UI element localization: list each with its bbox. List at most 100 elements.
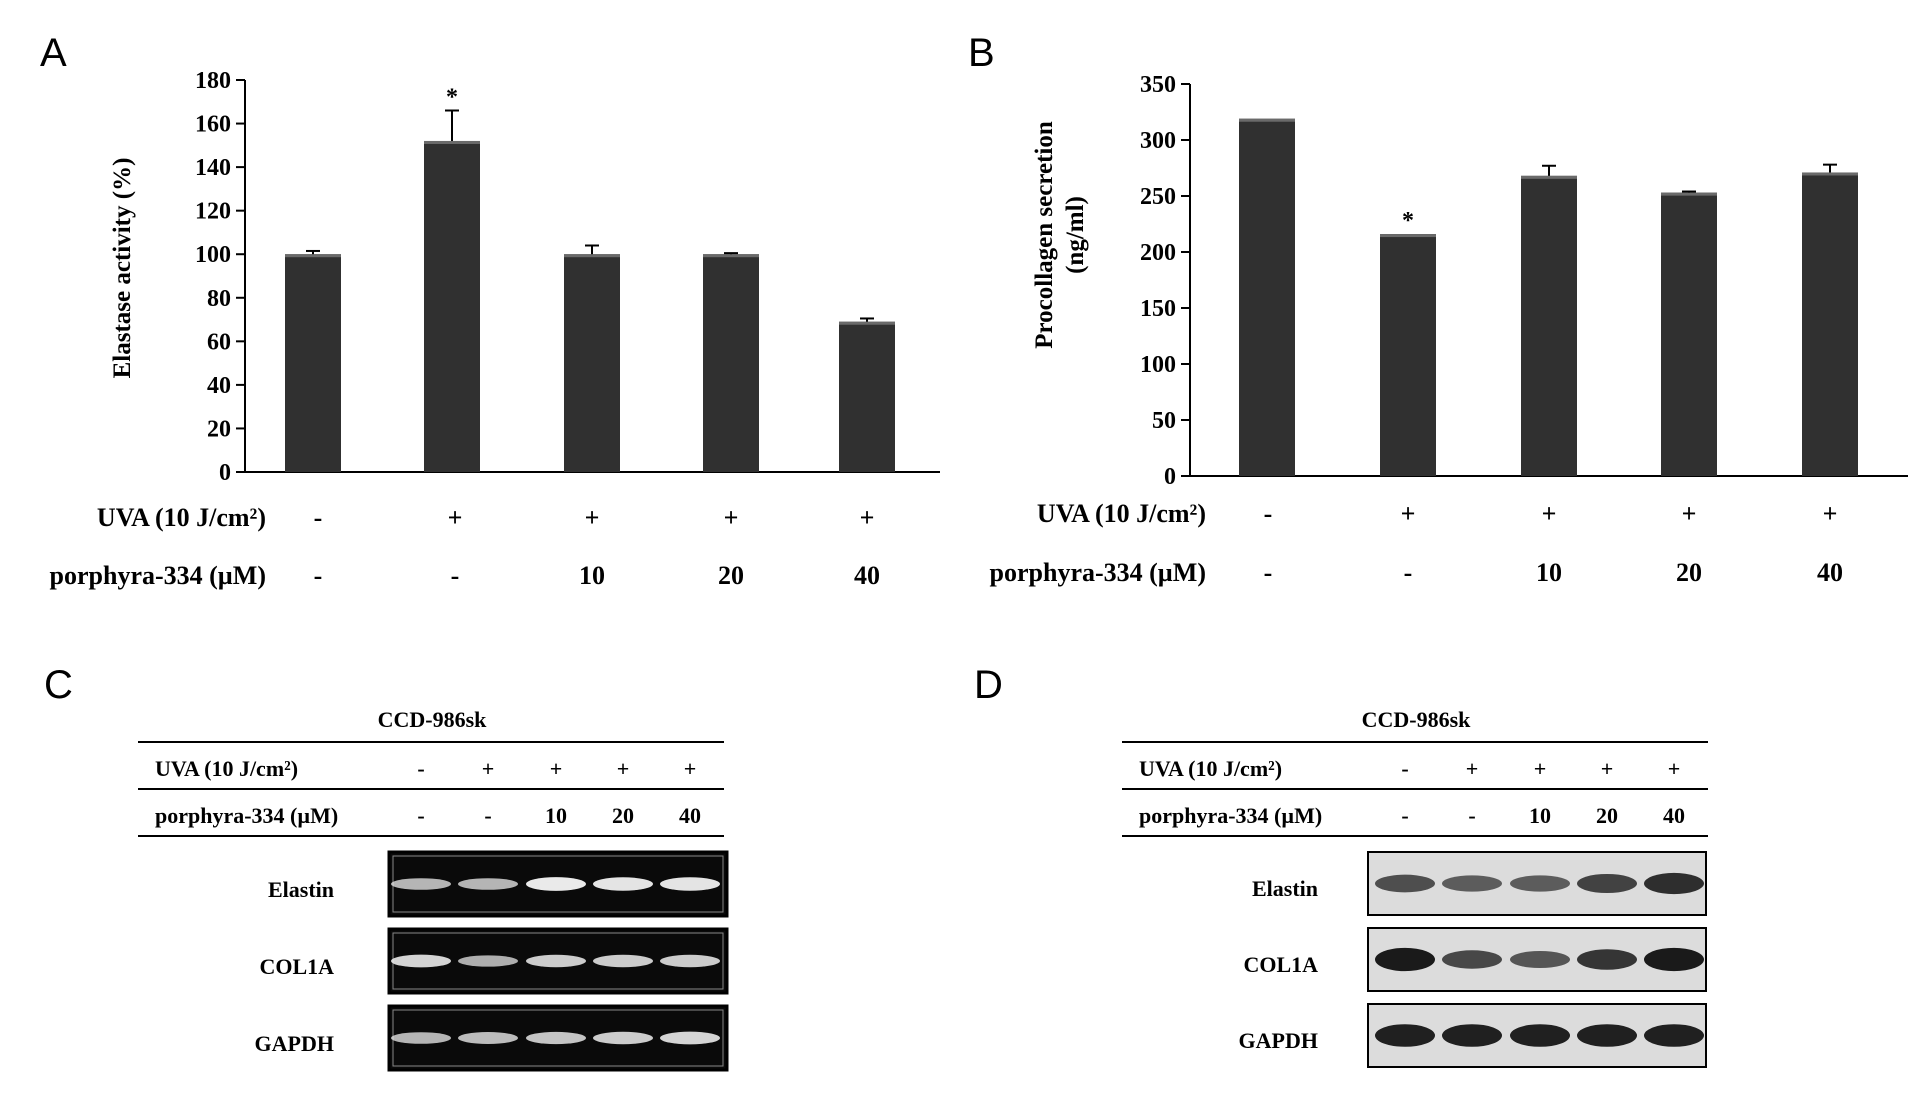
- panel-c-condition-cell: -: [484, 803, 491, 828]
- panel-a-bar-top-edge: [564, 254, 620, 258]
- panel-b-bar: [1802, 172, 1858, 477]
- panel-d-condition-cell: -: [1401, 803, 1408, 828]
- panel-a-letter: A: [40, 31, 67, 75]
- panel-a-significance-marker: *: [446, 84, 458, 110]
- panel-d-band-gapdh: [1510, 1024, 1570, 1047]
- panel-c-band-col1a: [458, 955, 518, 967]
- panel-a-bar: [564, 254, 620, 472]
- panel-c-band-gapdh: [526, 1031, 586, 1045]
- panel-c-blot: C CCD-986sk UVA (10 J/cm²) porphyra-334 …: [44, 663, 729, 1072]
- panel-b-bar: [1380, 234, 1436, 476]
- panel-c-band-elastin: [391, 878, 451, 890]
- panel-c-band-elastin: [593, 877, 653, 891]
- panel-d-band-col1a: [1644, 947, 1704, 972]
- panel-d-blot: D CCD-986sk UVA (10 J/cm²) porphyra-334 …: [974, 663, 1708, 1068]
- panel-d-band-col1a: [1442, 950, 1502, 969]
- panel-a-condition-cell: +: [448, 503, 463, 532]
- panel-b-porphyra-label: porphyra-334 (µM): [990, 558, 1206, 587]
- panel-c-porphyra-label: porphyra-334 (µM): [155, 803, 338, 828]
- panel-c-condition-cell: +: [617, 756, 630, 781]
- panel-b-y-tick-label: 250: [1140, 184, 1176, 210]
- panel-a-bar-top-edge: [285, 254, 341, 258]
- panel-d-condition-cell: +: [1466, 756, 1479, 781]
- panel-d-strips: [1367, 851, 1707, 1068]
- panel-c-row-label-col1a: COL1A: [259, 954, 334, 979]
- panel-a-y-tick-label: 40: [207, 373, 231, 399]
- panel-b-y-tick-label: 350: [1140, 72, 1176, 98]
- panel-b-y-tick-label: 0: [1164, 464, 1176, 490]
- panel-c-condition-cell: 20: [612, 803, 634, 828]
- panel-d-letter: D: [974, 663, 1003, 707]
- panel-c-condition-cell: 40: [679, 803, 701, 828]
- panel-b-condition-cell: +: [1542, 499, 1557, 528]
- panel-a-condition-cell: +: [860, 503, 875, 532]
- panel-a-y-tick-label: 80: [207, 286, 231, 312]
- panel-c-band-gapdh: [660, 1031, 720, 1045]
- panel-a-condition-cell: -: [314, 561, 323, 590]
- panel-d-row-label-col1a: COL1A: [1243, 952, 1318, 977]
- panel-a-bar-top-edge: [424, 140, 480, 144]
- panel-c-cell-line: CCD-986sk: [378, 707, 488, 732]
- panel-d-row-label-gapdh: GAPDH: [1239, 1028, 1318, 1053]
- panel-d-band-gapdh: [1442, 1024, 1502, 1047]
- panel-a-porphyra-label: porphyra-334 (µM): [50, 561, 266, 590]
- panel-b-bar-top-edge: [1521, 175, 1577, 179]
- panel-b-bar-top-edge: [1802, 172, 1858, 176]
- panel-a-y-tick-label: 20: [207, 416, 231, 442]
- panel-a-y-axis-title: Elastase activity (%): [109, 158, 136, 379]
- panel-b-condition-cell: 20: [1676, 558, 1702, 587]
- panel-a-y-tick-label: 180: [195, 68, 231, 94]
- panel-b-y-tick-label: 150: [1140, 296, 1176, 322]
- panel-d-condition-cell: 40: [1663, 803, 1685, 828]
- panel-d-uva-label: UVA (10 J/cm²): [1139, 756, 1282, 781]
- panel-a-condition-values: - + + + + - - 10 20 40: [314, 503, 880, 590]
- panel-a-bar-top-edge: [703, 254, 759, 258]
- panel-d-row-label-elastin: Elastin: [1252, 876, 1318, 901]
- panel-d-condition-cell: +: [1668, 756, 1681, 781]
- panel-a-condition-cell: 20: [718, 561, 744, 590]
- panel-c-condition-cell: +: [550, 756, 563, 781]
- panel-d-band-elastin: [1510, 875, 1570, 892]
- panel-d-band-elastin: [1375, 874, 1435, 893]
- panel-c-band-elastin: [458, 878, 518, 890]
- panel-c-condition-cell: -: [417, 756, 424, 781]
- panel-c-condition-cell: +: [684, 756, 697, 781]
- panel-c-condition-cell: -: [417, 803, 424, 828]
- panel-b-y-tick-label: 100: [1140, 352, 1176, 378]
- panel-a-bar: [424, 140, 480, 472]
- panel-c-band-gapdh: [458, 1032, 518, 1044]
- panel-a-y-tick-label: 120: [195, 199, 231, 225]
- panel-b-bar-top-edge: [1239, 118, 1295, 122]
- panel-a-uva-label: UVA (10 J/cm²): [97, 503, 266, 532]
- panel-b-bar: [1521, 175, 1577, 476]
- panel-d-band-col1a: [1577, 949, 1637, 970]
- panel-b-bar: [1661, 192, 1717, 476]
- panel-d-condition-values: - + + + + - - 10 20 40: [1401, 756, 1685, 828]
- panel-b-condition-cell: 40: [1817, 558, 1843, 587]
- panel-d-condition-cell: 20: [1596, 803, 1618, 828]
- panel-a-bar: [839, 321, 895, 472]
- panel-d-band-col1a: [1375, 947, 1435, 972]
- panel-d-cell-line: CCD-986sk: [1362, 707, 1472, 732]
- panel-b-y-tick-label: 50: [1152, 408, 1176, 434]
- panel-a-bar: [703, 254, 759, 472]
- panel-c-letter: C: [44, 663, 73, 707]
- panel-d-condition-cell: +: [1601, 756, 1614, 781]
- panel-b-condition-cell: +: [1401, 499, 1416, 528]
- panel-b-chart: B Procollagen secretion (ng/ml) 0 50 100 15…: [968, 31, 1908, 587]
- panel-b-y-axis-title-line2: (ng/ml): [1062, 196, 1089, 274]
- panel-b-bar-top-edge: [1380, 234, 1436, 238]
- panel-d-band-col1a: [1510, 951, 1570, 968]
- panel-c-band-gapdh: [593, 1031, 653, 1045]
- panel-a-condition-cell: +: [724, 503, 739, 532]
- panel-d-porphyra-label: porphyra-334 (µM): [1139, 803, 1322, 828]
- panel-a-y-tick-label: 0: [219, 460, 231, 486]
- panel-b-y-axis-title-line1: Procollagen secretion: [1031, 121, 1058, 349]
- panel-b-letter: B: [968, 31, 995, 75]
- panel-d-condition-cell: -: [1468, 803, 1475, 828]
- panel-c-band-elastin: [660, 877, 720, 891]
- panel-a-condition-cell: -: [314, 503, 323, 532]
- panel-a-chart: A Elastase activity (%) 0 20 40 60 80 100 120 1…: [40, 31, 940, 590]
- panel-d-band-elastin: [1577, 873, 1637, 894]
